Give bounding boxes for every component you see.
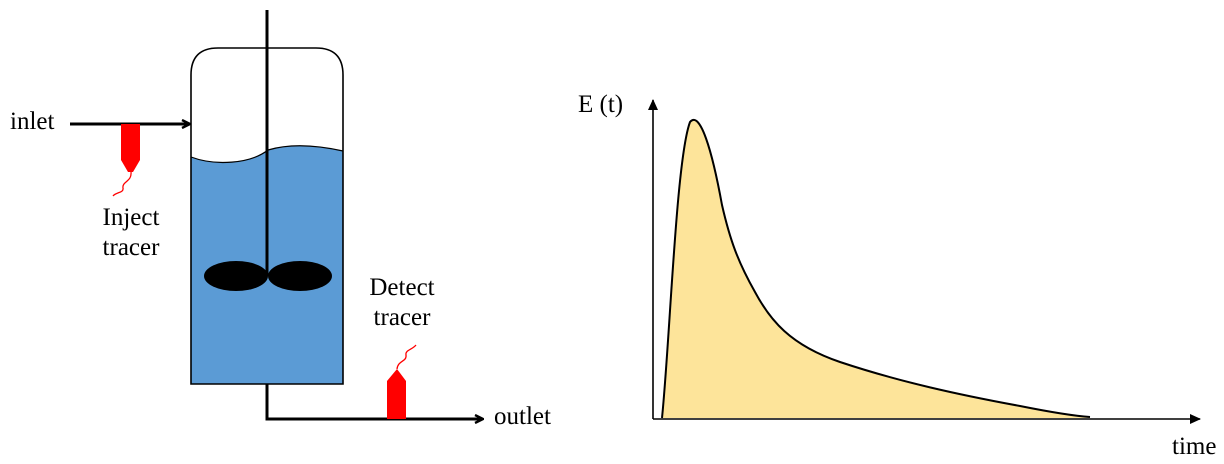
detect-probe-icon (387, 344, 417, 419)
rtd-plot (648, 99, 1201, 424)
inject-syringe-icon (112, 124, 140, 197)
inject-label-line1: Inject (102, 204, 160, 231)
impeller-blade-right (268, 261, 332, 291)
inlet-label: inlet (10, 108, 55, 135)
detect-tracer-label: Detect tracer (357, 273, 447, 333)
rtd-curve-fill (662, 119, 1090, 418)
inject-label-line2: tracer (102, 234, 160, 261)
detect-label-line2: tracer (373, 304, 431, 331)
outlet-arrow (265, 384, 482, 419)
detect-label-line1: Detect (369, 274, 435, 301)
outlet-label: outlet (494, 403, 551, 430)
vessel-outline (190, 47, 344, 385)
rtd-curve (661, 118, 1091, 419)
inject-tracer-label: Inject tracer (86, 203, 176, 263)
x-axis-label: time (1172, 433, 1217, 460)
y-axis-label: E (t) (578, 91, 624, 118)
impeller-blade-left (204, 261, 268, 291)
